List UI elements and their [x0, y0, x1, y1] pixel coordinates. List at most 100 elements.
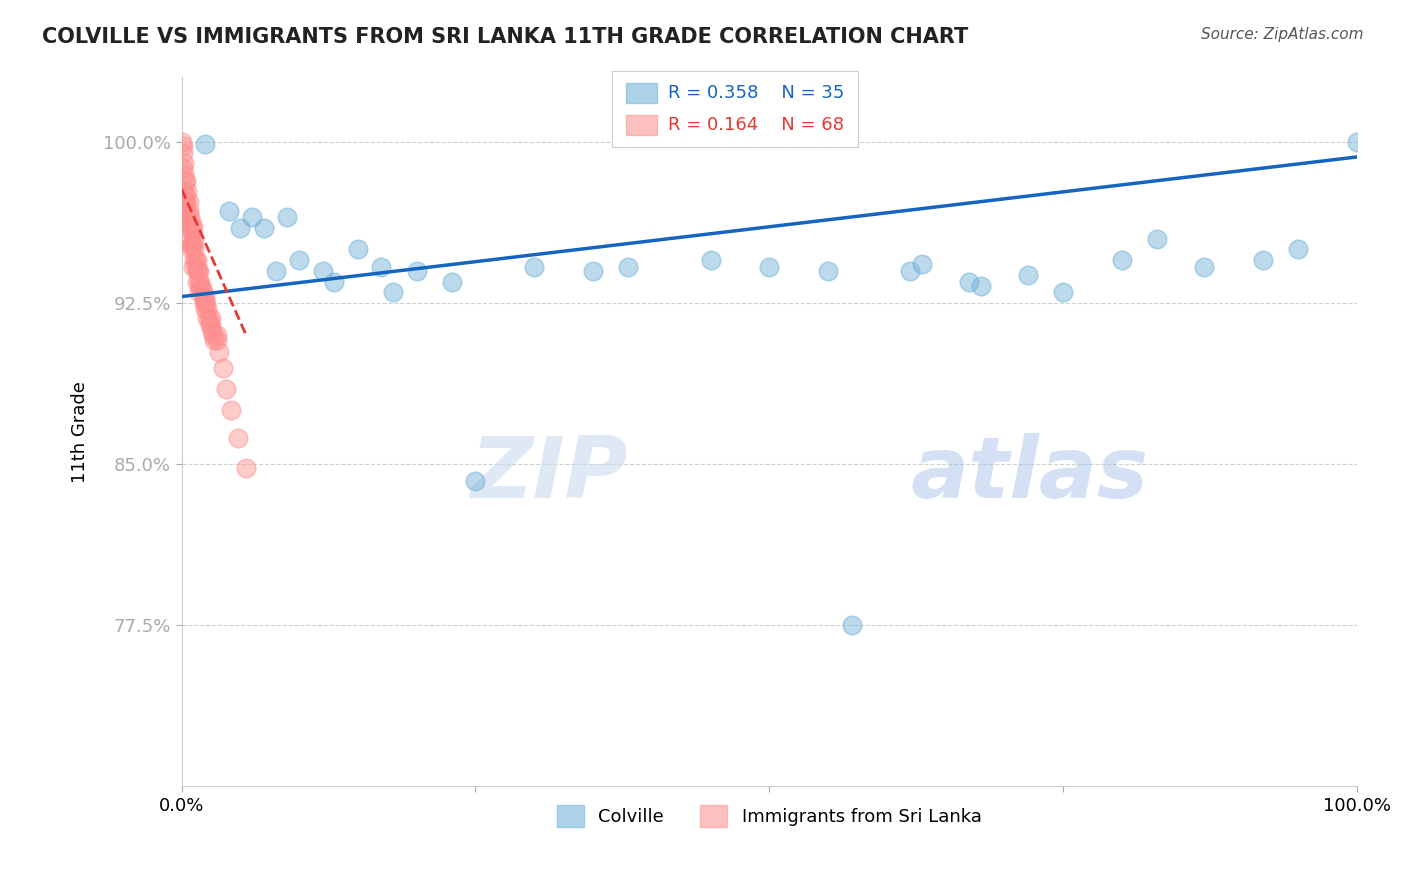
Point	[179, 210, 201, 224]
Point	[1052, 285, 1074, 300]
Point	[183, 231, 205, 245]
Point	[190, 281, 212, 295]
Point	[177, 203, 200, 218]
Point	[181, 217, 204, 231]
Point	[181, 238, 204, 252]
Point	[1017, 268, 1039, 282]
Point	[1192, 260, 1215, 274]
Point	[201, 324, 224, 338]
Point	[181, 238, 204, 252]
Point	[181, 220, 204, 235]
Point	[174, 188, 197, 202]
Text: R = 0.164    N = 68: R = 0.164 N = 68	[668, 116, 844, 134]
Point	[758, 260, 780, 274]
Point	[194, 290, 217, 304]
Point	[177, 195, 200, 210]
Point	[817, 264, 839, 278]
Y-axis label: 11th Grade: 11th Grade	[72, 381, 89, 483]
Point	[582, 264, 605, 278]
Text: Source: ZipAtlas.com: Source: ZipAtlas.com	[1201, 27, 1364, 42]
Point	[205, 333, 228, 347]
Point	[188, 264, 211, 278]
Point	[181, 225, 204, 239]
Point	[180, 243, 202, 257]
Point	[200, 311, 222, 326]
Point	[523, 260, 546, 274]
Point	[176, 214, 198, 228]
Point	[180, 238, 202, 252]
Point	[208, 345, 231, 359]
Text: R = 0.358    N = 35: R = 0.358 N = 35	[668, 84, 844, 102]
Point	[264, 264, 287, 278]
Point	[197, 302, 219, 317]
Point	[194, 302, 217, 317]
Point	[382, 285, 405, 300]
Point	[181, 260, 204, 274]
Point	[173, 156, 195, 170]
Point	[176, 184, 198, 198]
Point	[198, 318, 221, 332]
Point	[898, 264, 921, 278]
Point	[253, 220, 276, 235]
Point	[699, 253, 721, 268]
Point	[197, 311, 219, 326]
Point	[276, 210, 298, 224]
Point	[440, 275, 463, 289]
Point	[1346, 135, 1368, 149]
Text: COLVILLE VS IMMIGRANTS FROM SRI LANKA 11TH GRADE CORRELATION CHART: COLVILLE VS IMMIGRANTS FROM SRI LANKA 11…	[42, 27, 969, 46]
Point	[370, 260, 392, 274]
Point	[215, 382, 238, 396]
Point	[218, 203, 240, 218]
Point	[173, 186, 195, 201]
Point	[311, 264, 333, 278]
Point	[172, 145, 194, 160]
Point	[1146, 231, 1168, 245]
Point	[617, 260, 640, 274]
Point	[172, 139, 194, 153]
Point	[174, 173, 197, 187]
Point	[204, 333, 226, 347]
Point	[174, 173, 197, 187]
Point	[188, 281, 211, 295]
Point	[970, 278, 993, 293]
Point	[235, 461, 257, 475]
Point	[226, 431, 249, 445]
Point	[188, 275, 211, 289]
Point	[957, 275, 980, 289]
Point	[219, 403, 242, 417]
Point	[211, 360, 233, 375]
Point	[323, 275, 346, 289]
Text: atlas: atlas	[910, 433, 1149, 516]
Point	[1286, 243, 1309, 257]
Point	[197, 311, 219, 326]
Point	[194, 136, 217, 151]
Point	[179, 231, 201, 245]
Point	[184, 260, 207, 274]
Point	[193, 296, 215, 310]
Point	[240, 210, 263, 224]
Point	[195, 296, 218, 310]
Point	[1111, 253, 1133, 268]
Point	[183, 253, 205, 268]
Point	[186, 253, 208, 268]
Point	[1251, 253, 1274, 268]
Point	[177, 217, 200, 231]
Point	[205, 328, 228, 343]
Text: ZIP: ZIP	[471, 433, 628, 516]
Point	[202, 328, 225, 343]
Point	[176, 206, 198, 220]
Point	[172, 161, 194, 175]
Point	[188, 285, 211, 300]
Point	[180, 220, 202, 235]
Point	[174, 195, 197, 210]
Legend: Colville, Immigrants from Sri Lanka: Colville, Immigrants from Sri Lanka	[550, 797, 988, 834]
Point	[347, 243, 370, 257]
Point	[170, 135, 193, 149]
Point	[186, 275, 208, 289]
Point	[184, 253, 207, 268]
Point	[187, 264, 209, 278]
Point	[183, 243, 205, 257]
Point	[841, 618, 863, 632]
Point	[464, 475, 486, 489]
Point	[193, 292, 215, 306]
